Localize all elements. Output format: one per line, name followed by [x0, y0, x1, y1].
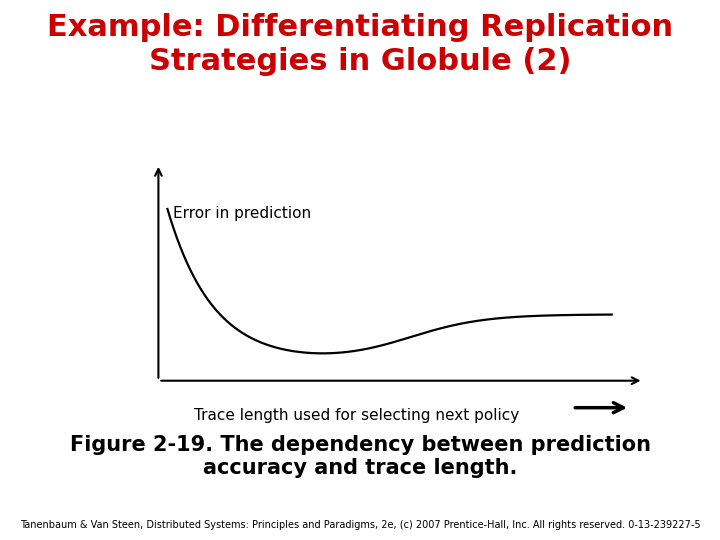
Text: Example: Differentiating Replication
Strategies in Globule (2): Example: Differentiating Replication Str… — [47, 14, 673, 76]
Text: Error in prediction: Error in prediction — [173, 206, 311, 221]
Text: Tanenbaum & Van Steen, Distributed Systems: Principles and Paradigms, 2e, (c) 20: Tanenbaum & Van Steen, Distributed Syste… — [19, 520, 701, 530]
Text: Figure 2-19. The dependency between prediction
accuracy and trace length.: Figure 2-19. The dependency between pred… — [70, 435, 650, 478]
Text: Trace length used for selecting next policy: Trace length used for selecting next pol… — [194, 408, 519, 423]
